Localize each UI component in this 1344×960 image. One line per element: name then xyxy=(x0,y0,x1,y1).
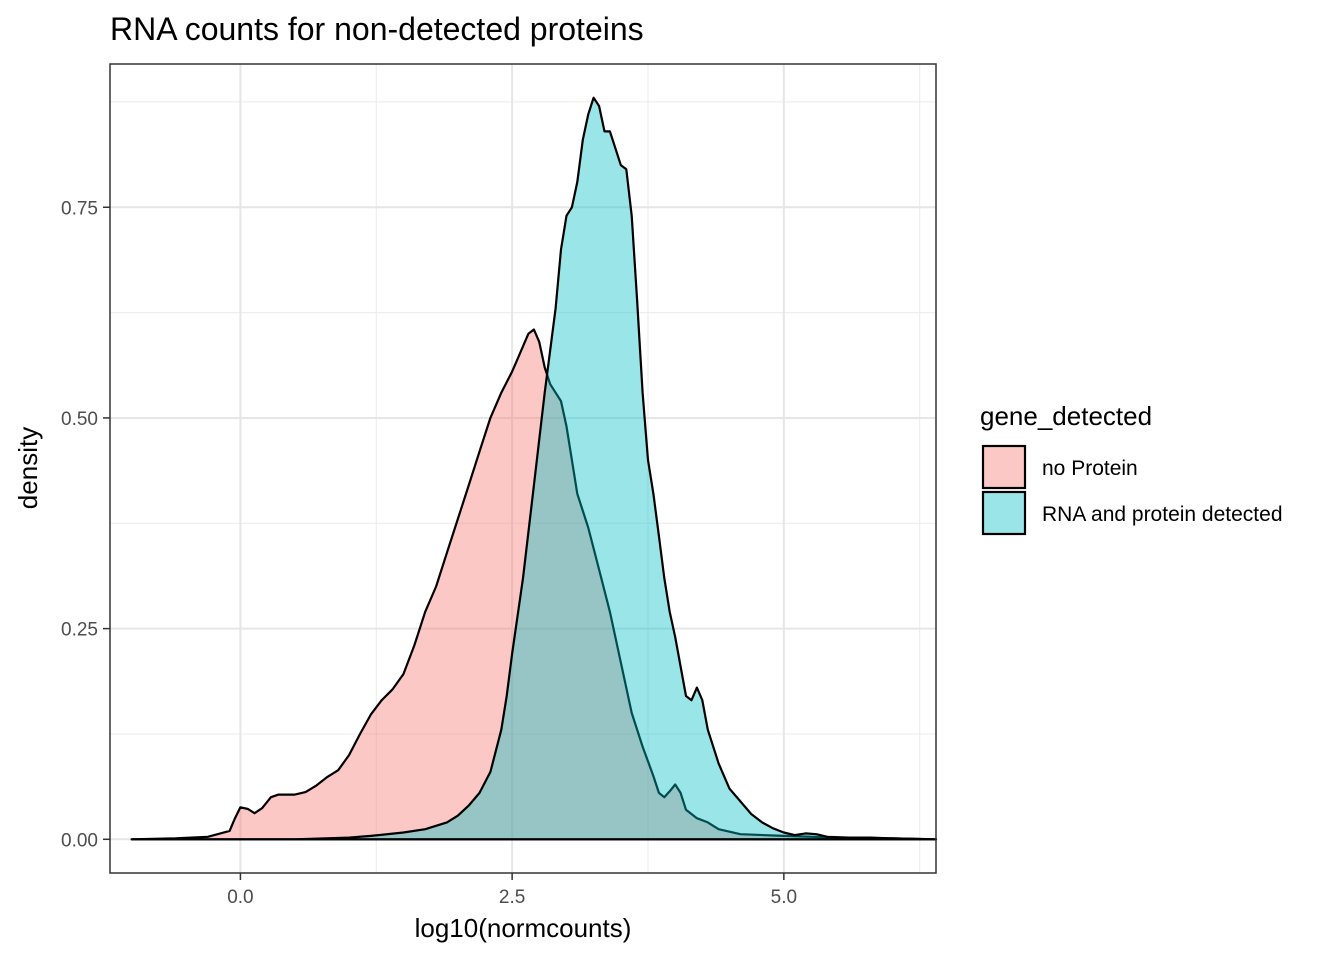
plot-background xyxy=(110,64,936,873)
y-tick-label: 0.50 xyxy=(61,409,98,430)
y-tick-label: 0.75 xyxy=(61,198,98,219)
x-tick-label: 5.0 xyxy=(771,887,797,908)
y-axis: 0.00 0.25 0.50 0.75 xyxy=(61,198,110,851)
legend-key-background xyxy=(983,492,1025,534)
density-areas xyxy=(130,96,938,841)
x-axis-title: log10(normcounts) xyxy=(415,913,632,943)
legend-item-label: RNA and protein detected xyxy=(1042,503,1283,526)
density-area-series-2 xyxy=(130,96,938,841)
x-axis: 0.0 2.5 5.0 xyxy=(227,873,797,908)
legend-key-swatch xyxy=(981,490,1027,536)
legend-title: gene_detected xyxy=(980,401,1152,431)
chart-title: RNA counts for non-detected proteins xyxy=(110,11,644,47)
x-tick-label: 2.5 xyxy=(499,887,525,908)
legend-key-swatch xyxy=(981,444,1027,490)
plot-border xyxy=(109,63,937,874)
y-tick-label: 0.25 xyxy=(61,620,98,641)
legend-item-label: no Protein xyxy=(1042,457,1138,480)
legend: gene_detected no Protein RNA and protein … xyxy=(980,401,1283,536)
legend-key-background xyxy=(983,446,1025,488)
density-area-series-1 xyxy=(130,328,938,841)
x-tick-label: 0.0 xyxy=(227,887,253,908)
y-tick-label: 0.00 xyxy=(61,830,98,851)
y-axis-title: density xyxy=(13,427,43,509)
